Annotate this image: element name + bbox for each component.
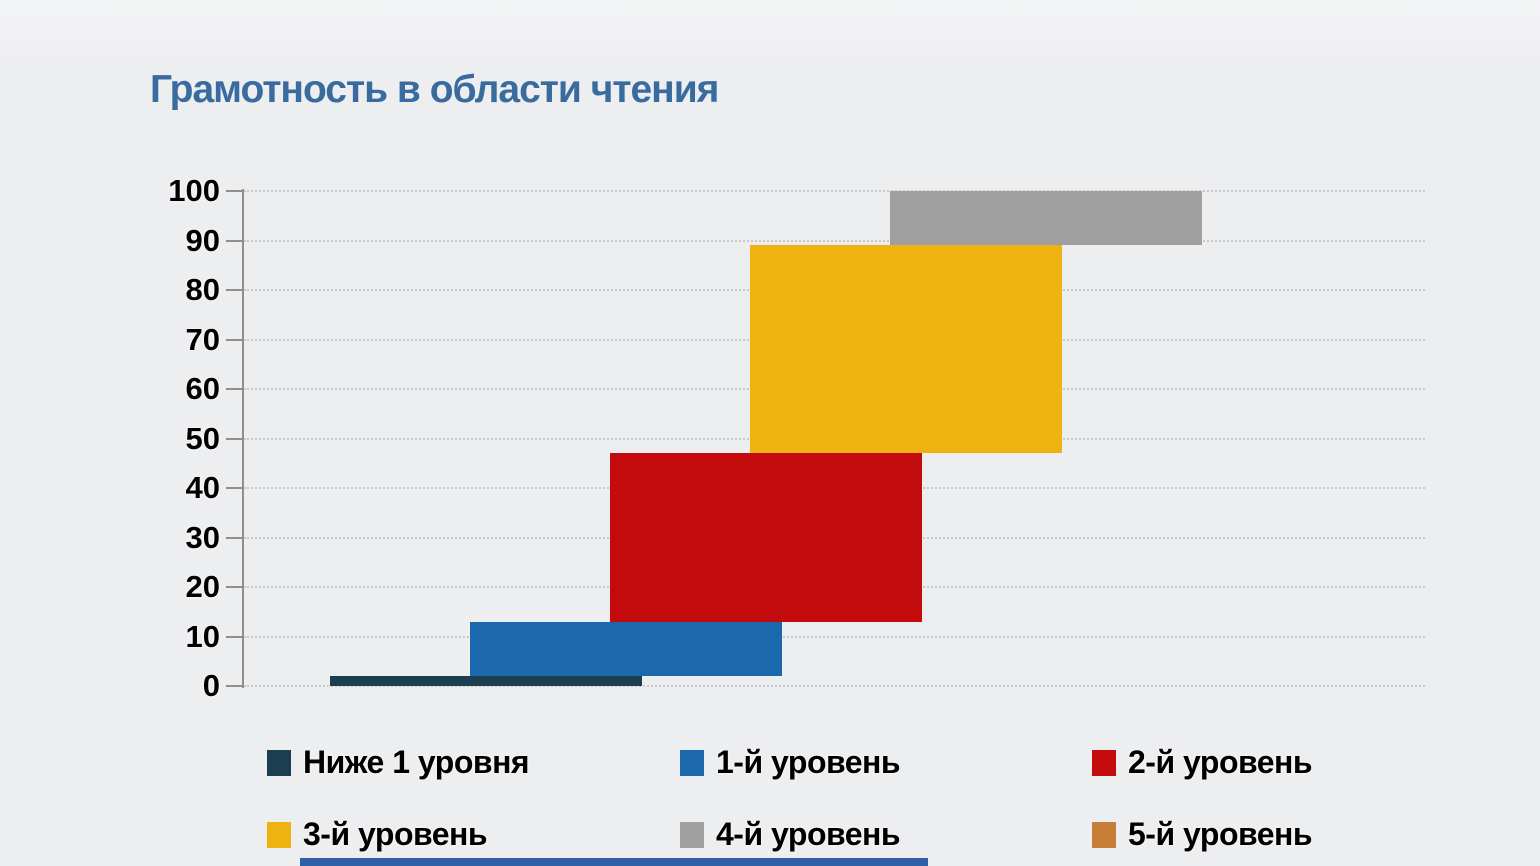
legend-label: 2-й уровень xyxy=(1128,744,1313,780)
y-tick-label-0: 0 xyxy=(202,668,220,703)
legend-swatch-icon xyxy=(680,750,704,776)
y-tick-mark-50 xyxy=(226,437,242,440)
y-tick-mark-40 xyxy=(226,487,242,489)
y-tick-label-80: 80 xyxy=(185,272,220,307)
bar-level-1-1-й уровень xyxy=(470,621,782,677)
y-tick-mark-10 xyxy=(226,635,242,638)
y-tick-mark-60 xyxy=(226,388,242,390)
bar-level-4-4-й уровень xyxy=(890,191,1202,246)
y-tick-label-100: 100 xyxy=(168,173,220,208)
bar-level-3-3-й уровень xyxy=(750,245,1062,454)
legend-swatch-icon xyxy=(267,822,291,848)
y-axis-line xyxy=(242,189,244,688)
legend-swatch-icon xyxy=(1092,750,1116,776)
y-tick-mark-20 xyxy=(226,586,242,588)
legend-label: 1-й уровень xyxy=(716,744,901,780)
y-tick-label-30: 30 xyxy=(185,519,220,555)
y-tick-label-70: 70 xyxy=(185,321,220,357)
y-tick-mark-70 xyxy=(226,338,242,341)
legend-label: 3-й уровень xyxy=(303,816,488,852)
legend-label: Ниже 1 уровня xyxy=(303,744,530,780)
gridline-0 xyxy=(244,685,1425,687)
y-tick-mark-80 xyxy=(226,289,242,291)
bar-level-2-2-й уровень xyxy=(610,453,922,622)
legend-swatch-icon xyxy=(1092,822,1116,848)
y-tick-label-90: 90 xyxy=(185,222,220,258)
chart-title: Грамотность в области чтения xyxy=(150,68,719,111)
y-tick-mark-30 xyxy=(226,536,242,539)
y-tick-label-40: 40 xyxy=(185,470,220,505)
y-tick-mark-0 xyxy=(226,685,242,687)
legend-swatch-icon xyxy=(267,750,291,776)
plot-area: 0 10 20 30 40 50 60 70 80 90 100 xyxy=(168,173,1425,703)
y-tick-mark-100 xyxy=(226,190,242,192)
y-tick-label-20: 20 xyxy=(185,569,220,604)
y-tick-label-50: 50 xyxy=(185,420,220,456)
gridline-100 xyxy=(244,190,1425,192)
legend-label: 5-й уровень xyxy=(1128,816,1313,852)
bottom-strip-cutoff-element xyxy=(300,858,928,866)
legend-label: 4-й уровень xyxy=(716,816,901,852)
y-tick-mark-90 xyxy=(226,239,242,242)
gridline-10 xyxy=(244,635,1425,638)
legend-swatch-icon xyxy=(680,822,704,848)
y-tick-label-60: 60 xyxy=(185,371,220,406)
y-tick-label-10: 10 xyxy=(185,618,220,654)
gridline-90 xyxy=(244,239,1425,242)
bar-level-0-Ниже 1 уровня xyxy=(330,676,642,686)
